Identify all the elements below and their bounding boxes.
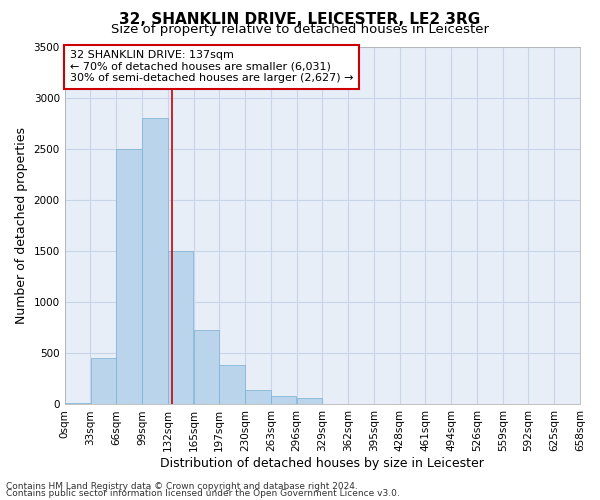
- Bar: [245, 390, 271, 404]
- Text: 32, SHANKLIN DRIVE, LEICESTER, LE2 3RG: 32, SHANKLIN DRIVE, LEICESTER, LE2 3RG: [119, 12, 481, 28]
- Bar: [220, 364, 245, 405]
- Text: Size of property relative to detached houses in Leicester: Size of property relative to detached ho…: [111, 22, 489, 36]
- X-axis label: Distribution of detached houses by size in Leicester: Distribution of detached houses by size …: [160, 457, 484, 470]
- Bar: [271, 396, 296, 404]
- Bar: [91, 358, 116, 405]
- Y-axis label: Number of detached properties: Number of detached properties: [15, 127, 28, 324]
- Bar: [194, 330, 219, 404]
- Text: Contains public sector information licensed under the Open Government Licence v3: Contains public sector information licen…: [6, 489, 400, 498]
- Bar: [116, 149, 142, 405]
- Bar: [168, 251, 193, 404]
- Bar: [142, 118, 167, 405]
- Text: Contains HM Land Registry data © Crown copyright and database right 2024.: Contains HM Land Registry data © Crown c…: [6, 482, 358, 491]
- Text: 32 SHANKLIN DRIVE: 137sqm
← 70% of detached houses are smaller (6,031)
30% of se: 32 SHANKLIN DRIVE: 137sqm ← 70% of detac…: [70, 50, 353, 84]
- Bar: [296, 398, 322, 404]
